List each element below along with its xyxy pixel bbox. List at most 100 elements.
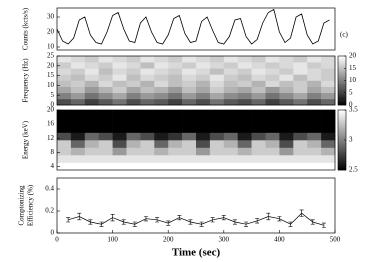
heatmap-cell	[182, 68, 197, 75]
heatmap-cell	[70, 132, 86, 141]
heatmap-cell	[196, 162, 211, 171]
colorbar-step	[338, 56, 346, 58]
line	[56, 8, 330, 45]
heatmap-cell	[154, 125, 169, 133]
colorbar-step	[338, 82, 346, 85]
heatmap-cell	[196, 80, 211, 87]
colorbar-step	[338, 168, 346, 171]
heatmap-cell	[307, 147, 322, 156]
heatmap-cell	[279, 125, 294, 133]
heatmap-cell	[168, 155, 183, 163]
colorbar-step	[338, 69, 346, 71]
heatmap-cell	[265, 86, 280, 94]
heatmap-cell	[84, 56, 99, 63]
heatmap-cell	[98, 56, 113, 63]
heatmap-cell	[126, 110, 141, 118]
heatmap-cell	[112, 86, 127, 94]
colorbar-step	[338, 160, 346, 163]
heatmap-cell	[279, 155, 294, 163]
heatmap-cell	[196, 68, 211, 75]
heatmap-cell	[209, 62, 225, 69]
heatmap-cell	[154, 98, 169, 106]
heatmap-cell	[237, 74, 252, 81]
heatmap-cell	[182, 147, 197, 156]
colorbar-step	[338, 122, 346, 125]
heatmap-cell	[168, 132, 183, 141]
heatmap-cell	[70, 62, 86, 69]
heatmap-cell	[196, 132, 211, 141]
colorbar-step	[338, 98, 346, 101]
heatmap-cell	[279, 147, 294, 156]
heatmap-cell	[140, 92, 155, 100]
heatmap-cell	[223, 162, 238, 171]
heatmap-cell	[209, 68, 225, 75]
colorbar-step	[338, 166, 346, 169]
heatmap-cell	[154, 117, 169, 126]
heatmap-cell	[140, 86, 155, 94]
heatmap-cell	[293, 86, 308, 94]
y-axis-label: Frequency (Hz)	[22, 58, 30, 103]
y-tick-label: 0	[51, 229, 55, 237]
y-axis-label: Energy (keV)	[22, 120, 30, 159]
heatmap-cell	[196, 117, 211, 126]
heatmap-cell	[223, 125, 238, 133]
heatmap-cell	[168, 86, 183, 94]
y-axis-label: Counts (kcts/s)	[22, 7, 30, 50]
heatmap-cell	[223, 117, 238, 126]
heatmap-cell	[112, 74, 127, 81]
heatmap-cell	[57, 62, 72, 69]
heatmap-cell	[307, 80, 322, 87]
heatmap-cell	[307, 117, 322, 126]
heatmap-cell	[57, 147, 72, 156]
heatmap-cell	[140, 162, 155, 171]
heatmap-cell	[251, 62, 266, 69]
heatmap-cell	[126, 155, 141, 163]
colorbar-tick-label: 5	[349, 88, 353, 96]
heatmap-cell	[57, 68, 72, 75]
heatmap-cell	[168, 140, 183, 148]
colorbar-step	[338, 87, 346, 89]
heatmap-cell	[321, 68, 336, 75]
error-bar	[155, 217, 160, 223]
heatmap-cell	[98, 140, 113, 148]
heatmap-cell	[140, 62, 155, 69]
heatmap-cell	[112, 80, 127, 87]
heatmap-cell	[279, 92, 294, 100]
heatmap-cell	[265, 98, 280, 106]
heatmap-cell	[223, 92, 238, 100]
heatmap-cell	[321, 162, 336, 171]
error-bar	[110, 214, 115, 222]
colorbar-step	[338, 116, 346, 119]
heatmap-cell	[307, 74, 322, 81]
heatmap-cell	[168, 92, 183, 100]
heatmap-cell	[168, 74, 183, 81]
heatmap-cell	[57, 74, 72, 81]
heatmap-cell	[265, 155, 280, 163]
heatmap-cell	[182, 125, 197, 133]
heatmap-cell	[321, 132, 336, 141]
error-bar	[299, 209, 304, 217]
heatmap-cell	[265, 80, 280, 87]
heatmap-cell	[57, 80, 72, 87]
colorbar-step	[338, 78, 346, 81]
heatmap-cell	[154, 92, 169, 100]
error-bar	[266, 212, 271, 221]
colorbar-step	[338, 70, 346, 73]
heatmap-cell	[57, 155, 72, 163]
error-bar	[321, 222, 326, 228]
heatmap-cell	[293, 125, 308, 133]
heatmap-cell	[98, 110, 113, 118]
heatmap-cell	[182, 62, 197, 69]
y-tick-label: 10	[47, 81, 55, 89]
colorbar-step	[338, 130, 346, 133]
heatmap-cell	[279, 74, 294, 81]
y-tick-label: 10	[47, 43, 55, 51]
colorbar-step	[338, 134, 346, 137]
heatmap-cell	[265, 147, 280, 156]
heatmap-cell	[279, 68, 294, 75]
colorbar-step	[338, 118, 346, 121]
heatmap-cell	[140, 110, 155, 118]
heatmap-cell	[293, 147, 308, 156]
heatmap-cell	[84, 74, 99, 81]
heatmap-cell	[209, 110, 225, 118]
